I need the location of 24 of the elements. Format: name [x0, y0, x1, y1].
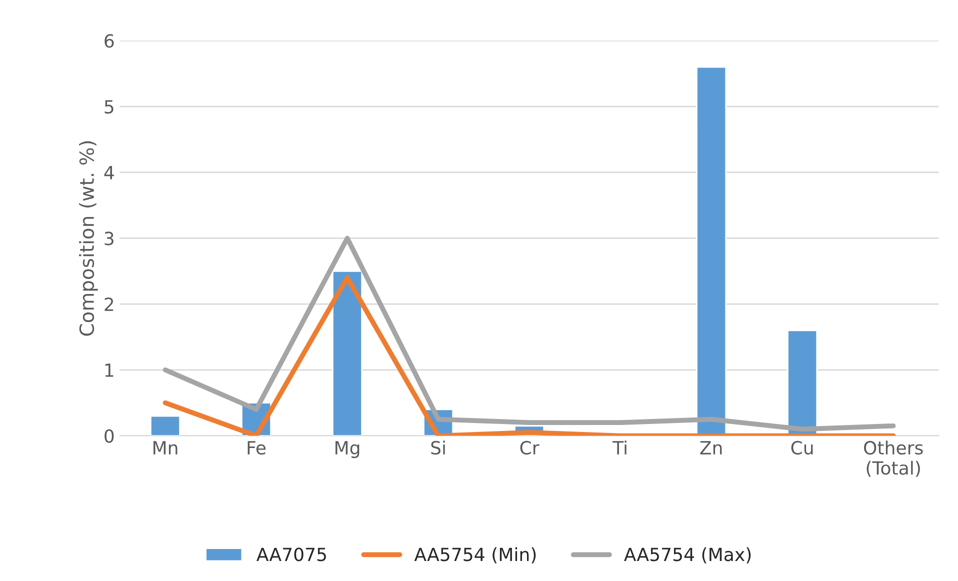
- x-tick-label: Mg: [336, 441, 360, 458]
- y-tick-label: 3: [104, 232, 114, 246]
- x-tick-label: Others (Total): [864, 440, 923, 477]
- legend-label: AA7075: [256, 548, 326, 562]
- y-tick-label: 5: [104, 100, 114, 114]
- y-tick-label: 1: [105, 364, 114, 377]
- x-tick-label: Zn: [700, 441, 722, 454]
- legend-label: AA5754 (Min): [414, 547, 536, 564]
- y-tick-label: 2: [104, 298, 114, 311]
- line-series: [162, 236, 896, 432]
- x-tick-label: Cr: [520, 440, 540, 455]
- x-tick-label: Cu: [791, 440, 813, 455]
- x-tick-label: Mn: [154, 441, 178, 454]
- x-tick-label: Fe: [248, 441, 266, 455]
- line-series: [162, 275, 896, 436]
- y-tick-label: 4: [104, 166, 114, 180]
- bar: [332, 270, 363, 436]
- y-tick-label: 6: [104, 34, 114, 48]
- y-tick-label: 0: [104, 429, 114, 443]
- y-axis-title: Composition (wt. %): [79, 141, 98, 336]
- x-tick-label: Si: [431, 440, 445, 455]
- x-tick-label: Ti: [612, 440, 626, 454]
- legend-label: AA5754 (Max): [624, 547, 751, 564]
- bar: [150, 415, 181, 436]
